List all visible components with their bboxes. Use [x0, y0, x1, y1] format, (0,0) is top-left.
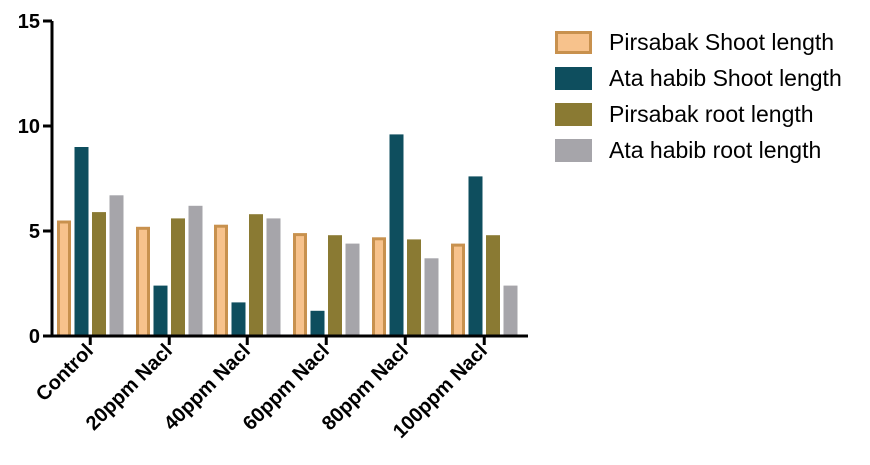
bar — [74, 147, 89, 336]
bar — [345, 243, 360, 336]
bar — [92, 212, 106, 336]
bar — [310, 310, 325, 336]
bar — [214, 224, 228, 338]
legend-label: Ata habib Shoot length — [609, 65, 842, 91]
legend-label: Pirsabak Shoot length — [609, 29, 834, 55]
bar — [503, 285, 518, 336]
y-ticks-group: 0 5 10 15 — [18, 11, 52, 348]
bar — [153, 285, 168, 336]
bar — [486, 235, 500, 336]
bar — [188, 205, 203, 336]
bar — [171, 218, 185, 336]
legend-label: Pirsabak root length — [609, 101, 814, 127]
bar — [231, 302, 246, 336]
bar — [266, 218, 281, 336]
bar — [451, 243, 465, 338]
y-tick-label: 0 — [29, 326, 40, 348]
bars-group — [57, 134, 518, 338]
legend-swatch — [555, 31, 592, 54]
bar — [249, 214, 263, 336]
bar — [57, 220, 71, 338]
legend-swatch — [555, 67, 592, 90]
bar — [468, 176, 483, 336]
x-tick-label: Control — [32, 340, 98, 406]
bar — [424, 258, 439, 336]
bar — [407, 239, 421, 336]
legend-label: Ata habib root length — [609, 137, 821, 163]
y-tick-label: 10 — [18, 116, 40, 138]
bar — [389, 134, 404, 336]
y-tick-label: 15 — [18, 11, 40, 33]
axes-group — [50, 21, 528, 338]
bar — [328, 235, 342, 336]
legend: Pirsabak Shoot length Ata habib Shoot len… — [555, 29, 842, 163]
y-tick-label: 5 — [29, 221, 40, 243]
bar — [293, 233, 307, 338]
bar — [136, 226, 150, 338]
bar — [372, 237, 386, 338]
legend-swatch — [555, 139, 592, 162]
bar — [109, 195, 124, 336]
legend-swatch — [555, 103, 592, 126]
